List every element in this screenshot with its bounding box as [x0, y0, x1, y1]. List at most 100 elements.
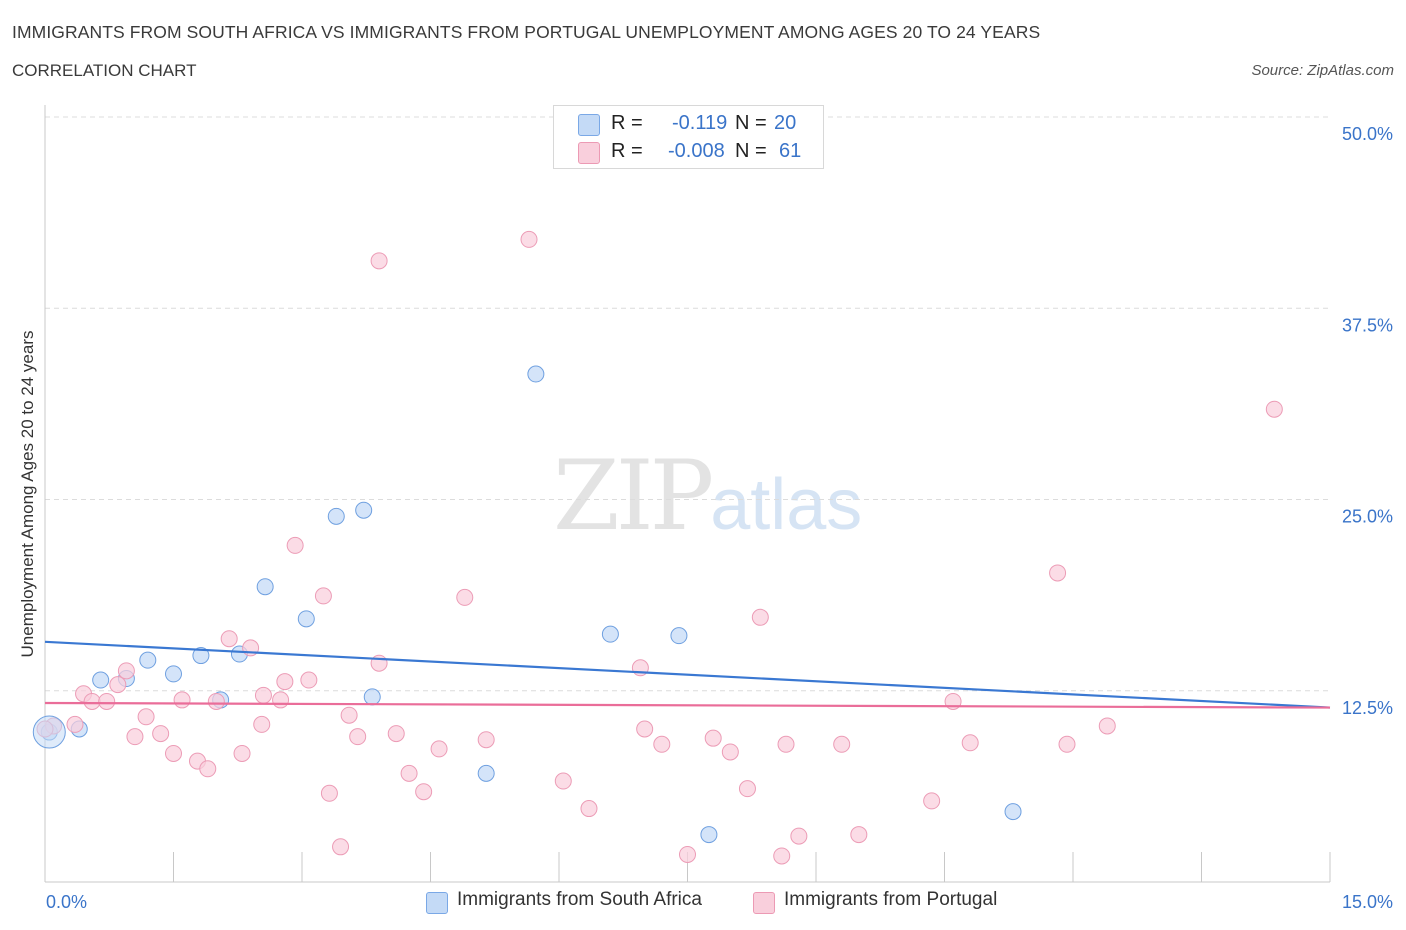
legend-n-label: N = [735, 140, 767, 162]
point-portugal [554, 772, 572, 790]
point-south-africa [355, 501, 373, 519]
y-tick-label: 50.0% [1342, 124, 1393, 144]
point-portugal [332, 838, 350, 856]
point-south-africa [92, 671, 110, 689]
watermark-main: ZIP [553, 440, 714, 552]
point-portugal [370, 252, 388, 270]
legend-r-value: -0.119 [672, 112, 728, 134]
point-portugal [253, 715, 271, 733]
point-portugal [961, 734, 979, 752]
point-portugal [98, 692, 116, 710]
legend-n-value: 61 [779, 140, 802, 162]
point-portugal [923, 792, 941, 810]
chart-title: IMMIGRANTS FROM SOUTH AFRICA VS IMMIGRAN… [12, 22, 1041, 42]
point-south-africa [601, 625, 619, 643]
point-south-africa [477, 764, 495, 782]
point-portugal [272, 691, 290, 709]
point-south-africa [700, 826, 718, 844]
point-portugal [1098, 717, 1116, 735]
legend-n-label: N = [735, 112, 767, 134]
point-portugal [300, 671, 318, 689]
point-portugal [415, 783, 433, 801]
data-points [32, 230, 1283, 865]
watermark-accent: atlas [710, 465, 863, 545]
point-portugal [276, 673, 294, 691]
point-portugal [320, 784, 338, 802]
legend-swatch-blue [426, 892, 448, 914]
axes [44, 105, 1331, 883]
y-tick-label: 25.0% [1342, 507, 1393, 527]
point-south-africa [297, 610, 315, 628]
point-south-africa [1004, 803, 1022, 821]
point-portugal [790, 827, 808, 845]
point-cluster [32, 715, 66, 749]
point-portugal [679, 845, 696, 863]
point-portugal [207, 692, 225, 710]
point-portugal [66, 715, 84, 733]
point-south-africa [363, 688, 381, 706]
tick-labels: 12.5% 25.0% 37.5% 50.0% 0.0% 15.0% [46, 124, 1393, 912]
gridlines [45, 116, 1330, 692]
trend-line-south-africa [44, 640, 1331, 709]
point-south-africa [192, 647, 210, 665]
point-portugal [777, 735, 795, 753]
point-portugal [773, 847, 791, 865]
point-south-africa [256, 578, 274, 596]
point-portugal [833, 735, 851, 753]
point-portugal [400, 764, 418, 782]
point-portugal [83, 692, 101, 710]
legend-label-south-africa: Immigrants from South Africa [457, 889, 702, 910]
point-portugal [137, 708, 155, 726]
point-portugal [721, 743, 739, 761]
point-portugal [580, 800, 598, 818]
point-portugal [286, 536, 304, 554]
point-south-africa [670, 627, 688, 645]
legend-r-label: R = [611, 140, 643, 162]
point-portugal [653, 735, 671, 753]
point-south-africa [139, 651, 157, 669]
point-portugal [117, 662, 135, 680]
point-portugal [430, 740, 448, 758]
y-tick-label: 37.5% [1342, 315, 1393, 335]
point-portugal [126, 728, 144, 746]
point-portugal [738, 780, 756, 798]
point-portugal [704, 729, 722, 747]
chart-subtitle: CORRELATION CHART [12, 61, 197, 80]
trend-lines [44, 640, 1331, 709]
stats-legend: R = -0.119 N = 20 R = -0.008 N = 61 [553, 105, 824, 169]
point-south-africa [165, 665, 182, 683]
legend-swatch-pink [753, 892, 775, 914]
legend-r-value: -0.008 [668, 140, 725, 162]
point-portugal [477, 731, 495, 749]
legend-swatch-pink [578, 142, 600, 164]
point-portugal [1265, 400, 1283, 418]
point-portugal [1058, 735, 1076, 753]
trend-line-portugal [44, 701, 1331, 709]
point-portugal [340, 706, 358, 724]
legend-r-label: R = [611, 112, 643, 134]
point-portugal [165, 744, 182, 762]
point-portugal [233, 744, 251, 762]
point-portugal [152, 725, 170, 743]
point-portugal [199, 760, 217, 778]
point-portugal [456, 588, 474, 606]
point-south-africa [527, 365, 545, 383]
point-portugal [314, 587, 332, 605]
point-portugal [254, 686, 272, 704]
point-portugal [349, 728, 367, 746]
legend-label-portugal: Immigrants from Portugal [784, 889, 998, 910]
point-portugal [109, 676, 127, 694]
point-south-africa [327, 507, 345, 525]
x-tick-label: 0.0% [46, 892, 87, 912]
point-portugal [850, 826, 868, 844]
source-credit: Source: ZipAtlas.com [1251, 62, 1394, 79]
point-portugal [173, 691, 191, 709]
x-tick-label: 15.0% [1342, 892, 1393, 912]
watermark: ZIPatlas [553, 440, 862, 552]
point-portugal [387, 725, 405, 743]
point-portugal [751, 608, 769, 626]
legend-swatch-blue [578, 114, 600, 136]
legend-n-value: 20 [774, 112, 797, 134]
y-axis-label: Unemployment Among Ages 20 to 24 years [18, 330, 37, 658]
